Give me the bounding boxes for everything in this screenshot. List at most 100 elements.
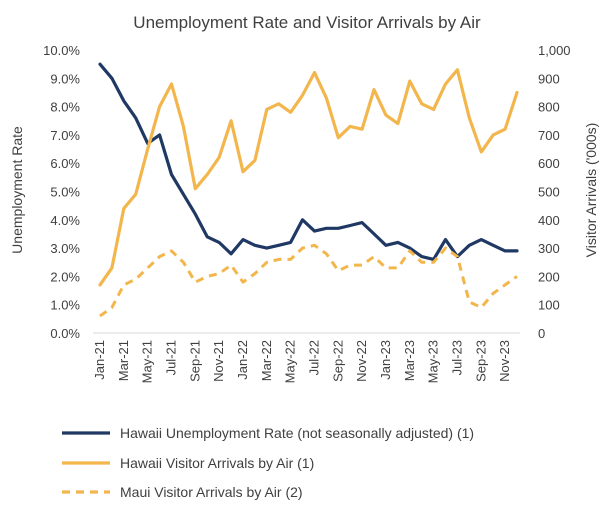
y2-tick-label: 100: [538, 298, 560, 313]
y-tick-label: 1.0%: [50, 298, 80, 313]
data-point: [218, 241, 221, 244]
data-point: [420, 261, 423, 264]
data-point: [206, 173, 209, 176]
x-tick-label: Mar-21: [116, 340, 131, 381]
data-point: [444, 247, 447, 250]
data-point: [361, 128, 364, 131]
data-point: [99, 63, 102, 66]
data-point: [361, 264, 364, 267]
x-tick-label: Sep-22: [330, 340, 345, 382]
x-tick-label: Jan-23: [378, 340, 393, 380]
data-point: [206, 275, 209, 278]
data-point: [492, 244, 495, 247]
data-point: [432, 261, 435, 264]
data-point: [253, 159, 256, 162]
x-tick-label: Mar-23: [402, 340, 417, 381]
data-point: [146, 148, 149, 151]
data-point: [349, 125, 352, 128]
y-tick-label: 6.0%: [50, 156, 80, 171]
data-point: [170, 249, 173, 252]
data-point: [420, 255, 423, 258]
data-point: [230, 264, 233, 267]
data-point: [456, 255, 459, 258]
chart-title: Unemployment Rate and Visitor Arrivals b…: [133, 13, 481, 32]
data-point: [182, 125, 185, 128]
data-point: [170, 83, 173, 86]
data-point: [277, 244, 280, 247]
data-point: [277, 258, 280, 261]
data-point: [265, 108, 268, 111]
y2-tick-label: 0: [538, 326, 545, 341]
data-point: [230, 119, 233, 122]
y2-axis-ticks: 0 100 200 300 400 500 600 700 800 900 1,000: [538, 43, 571, 341]
y-tick-label: 5.0%: [50, 185, 80, 200]
y2-tick-label: 600: [538, 156, 560, 171]
data-point: [313, 244, 316, 247]
data-point: [158, 133, 161, 136]
data-point: [504, 283, 507, 286]
data-point: [408, 80, 411, 83]
y2-axis-title: Visitor Arrivals ('000s): [583, 123, 599, 258]
y-tick-label: 4.0%: [50, 213, 80, 228]
data-point: [337, 136, 340, 139]
legend-label-2: Hawaii Visitor Arrivals by Air (1): [120, 455, 314, 471]
data-point: [408, 247, 411, 250]
x-tick-label: Jul-21: [163, 340, 178, 375]
data-point: [122, 283, 125, 286]
y2-tick-label: 300: [538, 241, 560, 256]
data-point: [253, 272, 256, 275]
data-point: [289, 258, 292, 261]
data-point: [516, 249, 519, 252]
series-line-1: [98, 62, 519, 261]
legend-label-3: Maui Visitor Arrivals by Air (2): [120, 484, 303, 500]
data-point: [325, 227, 328, 230]
data-point: [99, 315, 102, 318]
data-point: [408, 249, 411, 252]
data-point: [182, 193, 185, 196]
data-point: [516, 275, 519, 278]
x-tick-label: Mar-22: [259, 340, 274, 381]
data-point: [432, 108, 435, 111]
data-point: [158, 255, 161, 258]
legend-label-1: Hawaii Unemployment Rate (not seasonally…: [120, 425, 474, 441]
data-point: [516, 91, 519, 94]
data-point: [301, 94, 304, 97]
x-tick-label: Nov-21: [211, 340, 226, 382]
data-point: [373, 255, 376, 258]
data-point: [265, 247, 268, 250]
data-point: [146, 266, 149, 269]
data-point: [289, 111, 292, 114]
data-point: [134, 278, 137, 281]
x-tick-label: Jul-22: [306, 340, 321, 375]
data-point: [444, 238, 447, 241]
y-tick-label: 7.0%: [50, 128, 80, 143]
data-point: [134, 193, 137, 196]
data-point: [265, 261, 268, 264]
data-point: [194, 213, 197, 216]
data-point: [253, 244, 256, 247]
data-point: [325, 252, 328, 255]
data-point: [349, 264, 352, 267]
data-point: [122, 207, 125, 210]
data-point: [110, 77, 113, 80]
data-point: [242, 238, 245, 241]
x-tick-label: Sep-23: [473, 340, 488, 382]
data-point: [301, 247, 304, 250]
x-tick-label: Jan-22: [235, 340, 250, 380]
x-tick-label: May-22: [283, 340, 298, 383]
data-point: [337, 269, 340, 272]
data-point: [480, 306, 483, 309]
data-point: [492, 292, 495, 295]
data-point: [325, 97, 328, 100]
x-tick-label: Nov-22: [354, 340, 369, 382]
x-tick-label: Sep-21: [187, 340, 202, 382]
data-point: [384, 114, 387, 117]
series-lines: [98, 62, 519, 318]
y-tick-label: 3.0%: [50, 241, 80, 256]
data-point: [218, 156, 221, 159]
data-point: [110, 266, 113, 269]
x-tick-label: Nov-23: [497, 340, 512, 382]
data-point: [468, 300, 471, 303]
y2-tick-label: 800: [538, 100, 560, 115]
